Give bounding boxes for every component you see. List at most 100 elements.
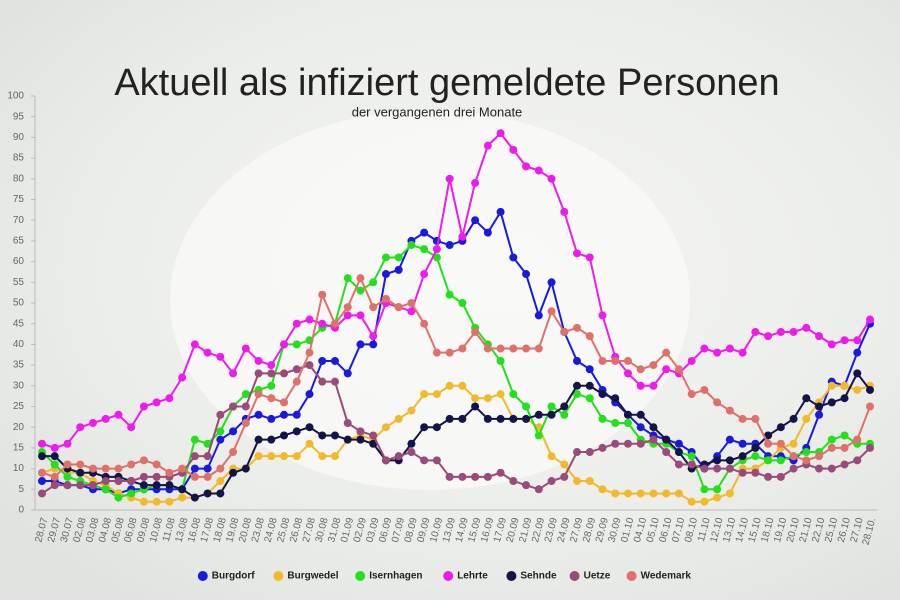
data-point xyxy=(139,402,148,411)
legend-label: Uetze xyxy=(584,571,611,582)
data-point xyxy=(483,228,492,237)
data-point xyxy=(802,394,811,403)
data-point xyxy=(292,319,301,328)
data-point xyxy=(509,344,518,353)
data-point xyxy=(623,410,632,419)
data-point xyxy=(483,344,492,353)
data-point xyxy=(420,390,429,399)
data-point xyxy=(598,356,607,365)
data-point xyxy=(496,207,505,216)
data-point xyxy=(853,336,862,345)
data-point xyxy=(178,464,187,473)
y-tick-label: 15 xyxy=(13,443,25,454)
data-point xyxy=(203,464,212,473)
data-point xyxy=(267,394,276,403)
data-point xyxy=(280,431,289,440)
data-point xyxy=(585,394,594,403)
data-point xyxy=(280,410,289,419)
data-point xyxy=(853,435,862,444)
data-point xyxy=(381,270,390,279)
data-point xyxy=(573,448,582,457)
legend-label: Burgwedel xyxy=(287,571,338,582)
data-point xyxy=(38,439,46,448)
data-point xyxy=(840,460,849,469)
data-point xyxy=(458,381,467,390)
data-point xyxy=(725,344,734,353)
data-point xyxy=(381,294,390,303)
data-point xyxy=(725,456,734,465)
data-point xyxy=(738,439,747,448)
data-point xyxy=(38,452,46,461)
data-point xyxy=(700,497,709,506)
data-point xyxy=(407,241,416,250)
data-point xyxy=(738,414,747,423)
data-point xyxy=(866,385,874,394)
data-point xyxy=(840,443,849,452)
data-point xyxy=(216,477,225,486)
data-point xyxy=(483,472,492,481)
data-point xyxy=(789,439,798,448)
data-point xyxy=(776,327,785,336)
data-point xyxy=(560,472,569,481)
data-point xyxy=(318,377,327,386)
data-point xyxy=(318,290,327,299)
y-tick-label: 30 xyxy=(13,380,25,391)
data-point xyxy=(687,356,696,365)
data-point xyxy=(165,468,174,477)
data-point xyxy=(216,489,225,498)
data-point xyxy=(88,419,97,428)
data-point xyxy=(483,414,492,423)
data-point xyxy=(827,435,836,444)
data-point xyxy=(509,390,518,399)
data-point xyxy=(190,340,199,349)
y-tick-label: 5 xyxy=(18,484,24,495)
data-point xyxy=(573,390,582,399)
chart-subtitle: der vergangenen drei Monate xyxy=(352,104,523,119)
data-point xyxy=(63,460,72,469)
data-point xyxy=(789,414,798,423)
data-point xyxy=(547,452,556,461)
data-point xyxy=(738,348,747,357)
data-point xyxy=(776,439,785,448)
data-point xyxy=(432,456,441,465)
data-point xyxy=(420,319,429,328)
data-point xyxy=(713,398,722,407)
data-point xyxy=(547,307,556,316)
data-point xyxy=(560,402,569,411)
data-point xyxy=(432,423,441,432)
data-point xyxy=(585,381,594,390)
data-point xyxy=(356,435,365,444)
data-point xyxy=(343,311,352,320)
data-point xyxy=(127,477,136,486)
data-point xyxy=(432,245,441,254)
data-point xyxy=(292,427,301,436)
data-point xyxy=(292,365,301,374)
data-point xyxy=(369,340,378,349)
y-tick-label: 70 xyxy=(13,215,25,226)
data-point xyxy=(496,414,505,423)
data-point xyxy=(802,456,811,465)
legend-marker xyxy=(443,571,454,581)
data-point xyxy=(343,303,352,312)
data-point xyxy=(573,323,582,332)
data-point xyxy=(598,443,607,452)
data-point xyxy=(598,414,607,423)
data-point xyxy=(815,410,824,419)
data-point xyxy=(38,468,46,477)
data-point xyxy=(394,414,403,423)
data-point xyxy=(152,460,161,469)
data-point xyxy=(445,241,454,250)
y-tick-label: 25 xyxy=(13,401,25,412)
legend-marker xyxy=(273,571,284,581)
data-point xyxy=(547,410,556,419)
data-point xyxy=(63,472,72,481)
data-point xyxy=(815,402,824,411)
data-point xyxy=(534,485,543,494)
data-point xyxy=(866,443,874,452)
data-point xyxy=(254,369,263,378)
data-point xyxy=(853,385,862,394)
data-point xyxy=(471,472,480,481)
legend-marker xyxy=(626,571,637,581)
data-point xyxy=(649,489,658,498)
data-point xyxy=(76,468,85,477)
